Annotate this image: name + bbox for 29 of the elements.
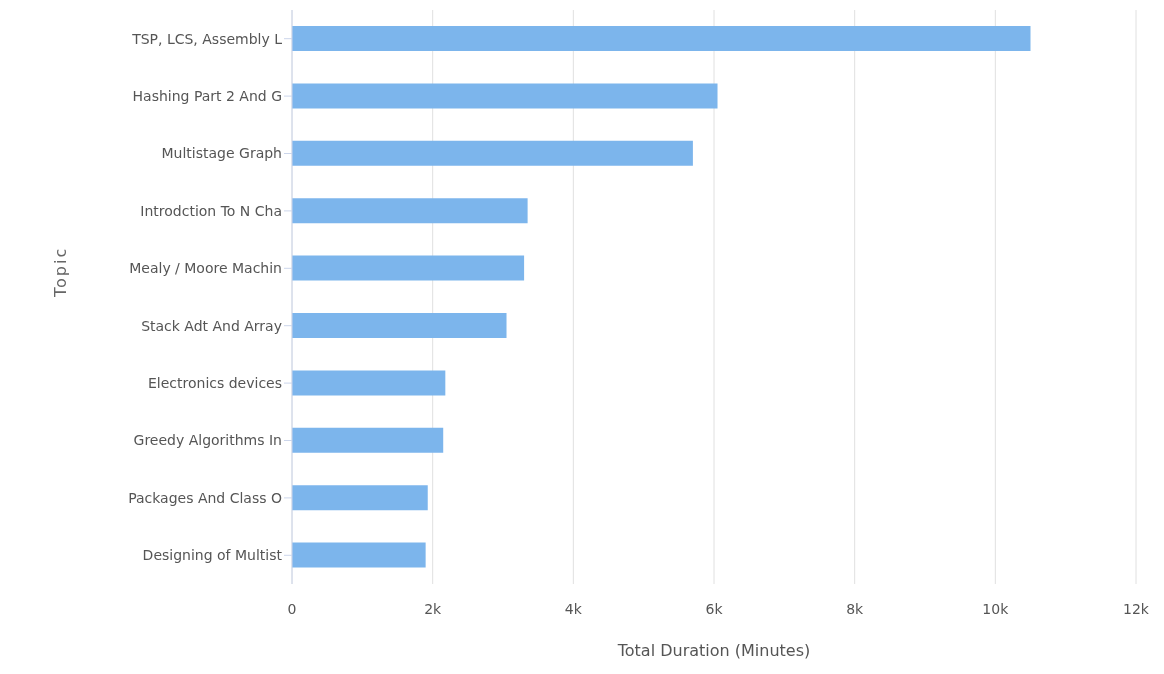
bar xyxy=(292,370,446,396)
x-tick-label: 4k xyxy=(564,600,583,617)
y-tick-label: Hashing Part 2 And G xyxy=(132,88,282,105)
y-tick-label: Designing of Multist xyxy=(142,547,283,564)
bar xyxy=(292,542,426,568)
y-tick-label: Electronics devices xyxy=(147,375,282,392)
x-tick-label: 0 xyxy=(287,600,297,617)
bar xyxy=(292,485,428,511)
y-tick-label: Multistage Graph xyxy=(161,145,282,162)
x-tick-label: 10k xyxy=(982,600,1010,617)
x-tick-label: 8k xyxy=(846,600,865,617)
bar xyxy=(292,427,444,453)
x-tick-label: 12k xyxy=(1123,600,1150,617)
bar xyxy=(292,255,525,281)
bar xyxy=(292,83,718,109)
x-axis-title: Total Duration (Minutes) xyxy=(616,641,811,660)
y-tick-label: Stack Adt And Array xyxy=(141,317,282,334)
y-axis-title: Topic xyxy=(50,246,70,298)
bar xyxy=(292,26,1031,51)
x-tick-label: 2k xyxy=(424,600,443,617)
y-tick-label: Packages And Class O xyxy=(128,489,282,506)
bar xyxy=(292,140,693,166)
y-tick-label: Greedy Algorithms In xyxy=(133,432,282,449)
y-tick-label: Mealy / Moore Machin xyxy=(129,260,282,277)
x-tick-label: 6k xyxy=(705,600,724,617)
y-tick-label: Introdction To N Cha xyxy=(140,202,282,219)
bar xyxy=(292,198,528,224)
bar xyxy=(292,313,507,338)
y-tick-label: TSP, LCS, Assembly L xyxy=(131,30,283,47)
